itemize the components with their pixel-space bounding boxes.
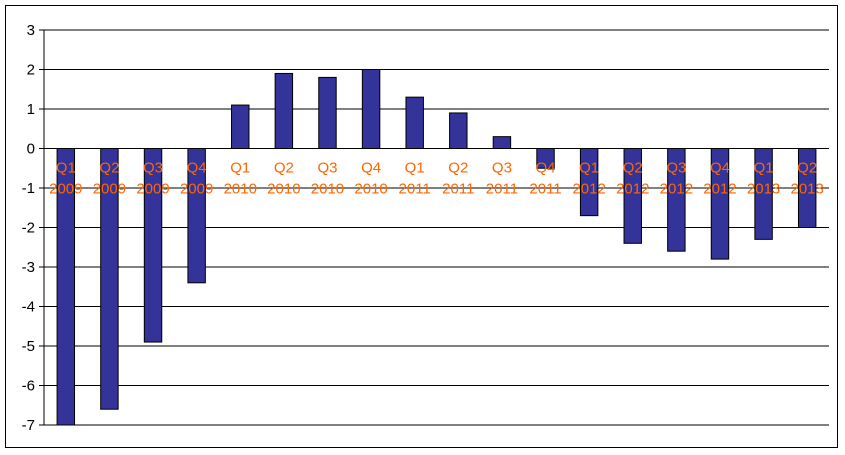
category-label: Q2 2011	[442, 160, 474, 198]
y-tick-label: -4	[22, 299, 35, 316]
y-tick-label: 0	[27, 141, 35, 158]
category-label: Q4 2009	[180, 160, 213, 198]
bar	[231, 104, 250, 150]
bar	[710, 148, 730, 260]
category-label: Q1 2010	[224, 160, 257, 198]
y-tick-label: -6	[22, 378, 35, 395]
category-label: Q4 2011	[529, 160, 561, 198]
category-label: Q4 2010	[354, 160, 387, 198]
y-tick-label: -5	[22, 338, 35, 355]
bar	[56, 148, 76, 426]
bar	[754, 148, 773, 240]
gridlines	[44, 29, 829, 426]
y-tick-label: -3	[22, 259, 35, 276]
category-label: Q3 2010	[311, 160, 344, 198]
bar	[274, 72, 294, 149]
bar	[492, 136, 512, 149]
category-label: Q1 2009	[49, 160, 82, 198]
category-label: Q3 2011	[486, 160, 518, 198]
y-tick-label: 1	[27, 101, 35, 118]
category-label: Q2 2010	[267, 160, 300, 198]
category-label: Q2 2012	[616, 160, 649, 198]
bar	[405, 96, 424, 149]
bar	[667, 148, 686, 252]
category-labels: Q1 2009 Q2 2009 Q3 2009 Q4 2009 Q1 2010 Q2 2010 Q3 20…	[49, 160, 824, 198]
y-tick-label: -2	[22, 220, 35, 237]
bar	[187, 148, 206, 284]
category-label: Q2 2009	[93, 160, 126, 198]
category-label: Q1 2012	[572, 160, 605, 198]
y-tick-label: -1	[22, 180, 35, 197]
bar	[623, 148, 642, 244]
category-label: Q2 2013	[791, 160, 824, 198]
y-tick-labels: 3 2 1 0 -1 -2 -3 -4 -5 -6 -7	[22, 22, 35, 434]
bar	[579, 148, 599, 217]
y-axis	[39, 29, 45, 426]
y-tick-label: 2	[27, 62, 35, 79]
bars	[56, 69, 817, 426]
y-tick-label: 3	[27, 22, 35, 39]
category-label: Q3 2009	[136, 160, 169, 198]
bar	[100, 148, 119, 410]
bar	[536, 148, 555, 169]
bar	[797, 148, 817, 228]
bar	[449, 112, 468, 149]
y-tick-label: -7	[22, 417, 35, 434]
category-label: Q4 2012	[703, 160, 736, 198]
bar	[318, 76, 337, 149]
bar	[361, 69, 381, 149]
category-label: Q1 2011	[399, 160, 431, 198]
category-label: Q3 2012	[660, 160, 693, 198]
category-label: Q1 2013	[747, 160, 780, 198]
bar	[143, 148, 163, 343]
